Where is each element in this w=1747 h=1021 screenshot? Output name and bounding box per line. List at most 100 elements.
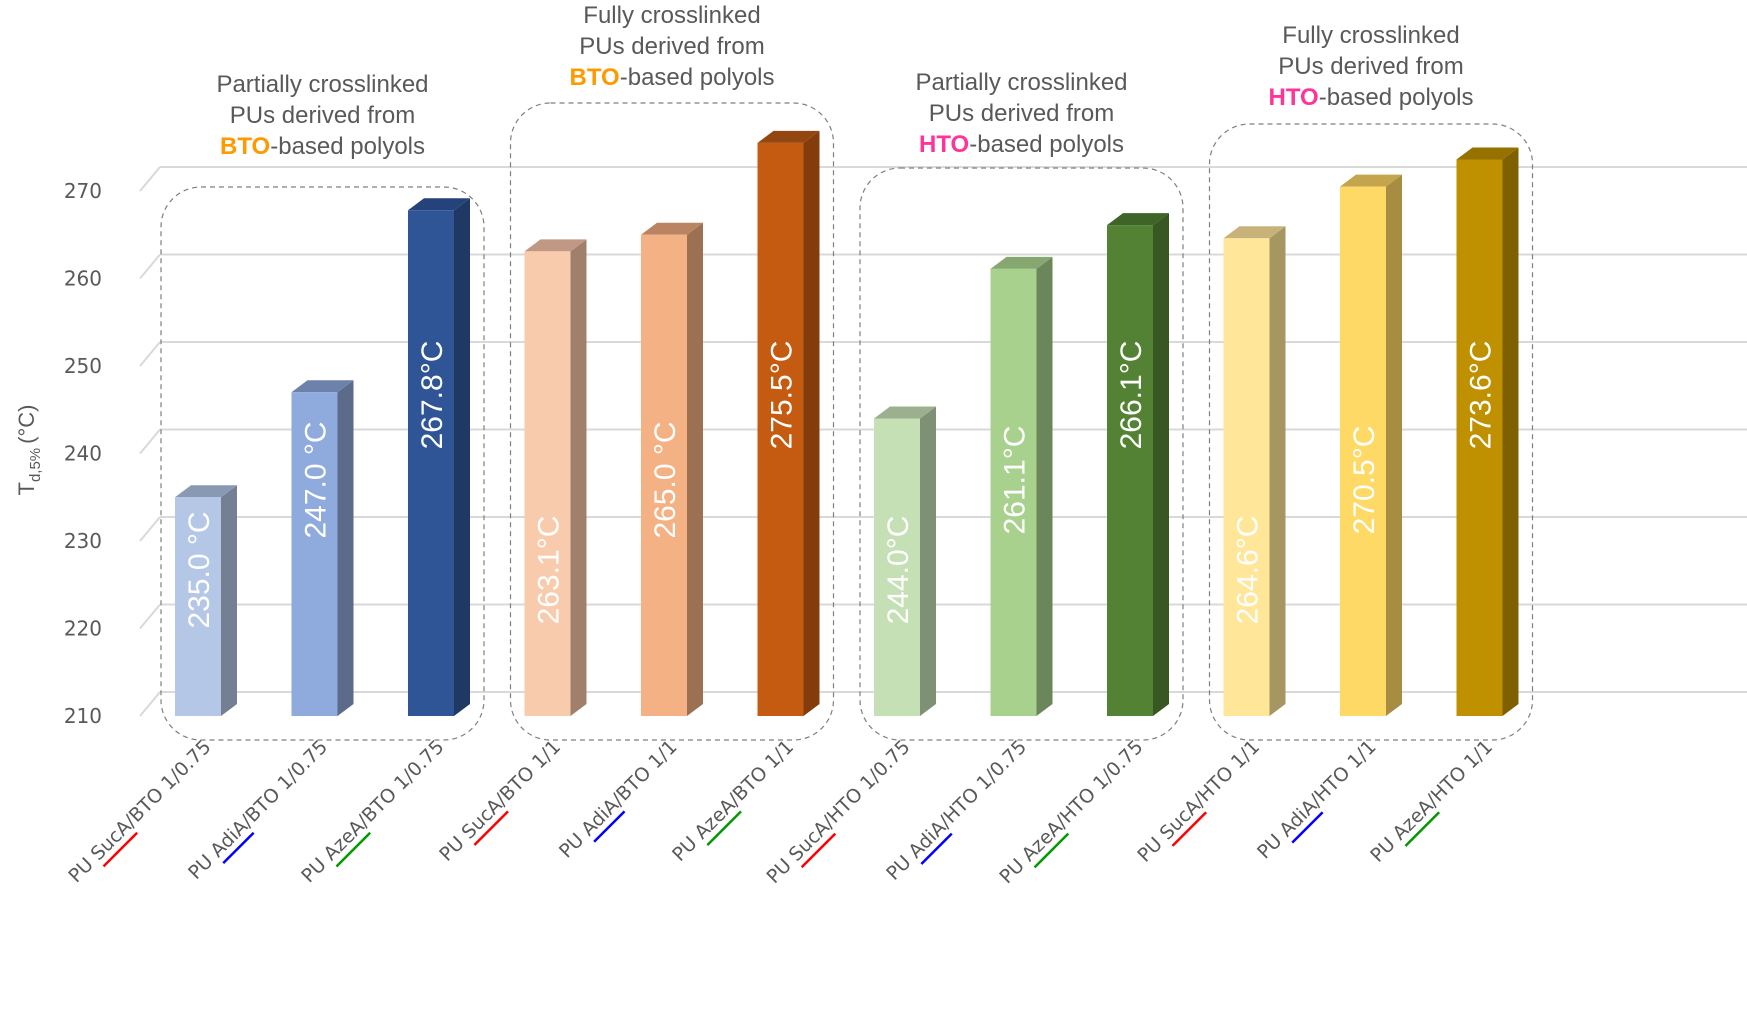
annotation-line: PUs derived from xyxy=(230,102,415,129)
bar-top xyxy=(641,222,703,235)
category-label: PU AdiA/HTO 1/1 xyxy=(1253,736,1380,863)
data-label: 270.5°C xyxy=(1348,426,1381,535)
annotation-rest: -based polyols xyxy=(270,133,425,160)
gridline-diagonal-210 xyxy=(139,691,161,717)
annotation-highlight: BTO xyxy=(220,133,270,160)
category-label: PU SucA/BTO 1/1 xyxy=(435,736,565,866)
y-axis-label-unit: (°C) xyxy=(14,405,39,444)
category-label: PU AzeA/HTO 1/1 xyxy=(1366,736,1497,867)
bar-top xyxy=(757,130,820,143)
data-label: 264.6°C xyxy=(1232,516,1265,625)
bar-side xyxy=(920,406,936,716)
gridline-diagonal-240 xyxy=(139,428,161,455)
bar-top xyxy=(408,198,470,211)
y-axis-ticks: 210 220 230 240 250 260 270 xyxy=(64,179,102,728)
y-tick-label: 260 xyxy=(64,267,102,291)
category-label-text: PU SucA/HTO 1/1 xyxy=(1133,736,1264,867)
bar-front xyxy=(1456,159,1503,716)
data-label: 247.0 °C xyxy=(300,421,333,538)
bar-side xyxy=(1036,256,1053,716)
data-label: 267.8°C xyxy=(416,341,449,450)
category-label-text: PU AzeA/BTO 1/1 xyxy=(668,736,798,866)
data-label: 273.6°C xyxy=(1465,341,1498,450)
y-axis-label-symbol: T xyxy=(14,482,39,495)
bar-top xyxy=(1223,226,1286,239)
data-label: 275.5°C xyxy=(766,341,799,450)
annotation-line: BTO-based polyols xyxy=(570,64,775,91)
bar-side xyxy=(1269,226,1286,716)
bar xyxy=(291,380,354,716)
category-underline xyxy=(1291,811,1324,844)
category-suffix: /BTO 1/0.75 xyxy=(237,736,332,831)
bar-top xyxy=(1456,147,1519,160)
category-underline xyxy=(102,831,139,868)
bar xyxy=(990,256,1053,716)
annotation-rest: -based polyols xyxy=(969,131,1124,158)
bar-top xyxy=(1107,213,1169,226)
group-annotation: Fully crosslinked PUs derived from BTO-bas… xyxy=(570,2,775,91)
annotation-rest: -based polyols xyxy=(620,64,775,91)
bars xyxy=(175,130,1519,716)
gridline-diagonal-260 xyxy=(139,253,161,280)
group-frame xyxy=(859,167,1184,741)
y-tick-label: 250 xyxy=(64,354,102,378)
annotation-line: PUs derived from xyxy=(929,100,1114,127)
group-annotation: Partially crosslinked PUs derived from HTO… xyxy=(915,69,1127,158)
group-frame xyxy=(160,186,485,741)
group-annotation: Fully crosslinked PUs derived from HTO-bas… xyxy=(1269,22,1474,111)
bar-front xyxy=(408,210,454,716)
gridline-diagonal-250 xyxy=(139,341,161,367)
annotation-line: Fully crosslinked xyxy=(583,2,760,29)
gridline-diagonal-230 xyxy=(139,516,161,542)
bar xyxy=(757,130,820,716)
bar-side xyxy=(1502,147,1519,716)
bar xyxy=(641,222,703,716)
data-label: 235.0 °C xyxy=(183,511,216,628)
bar-top xyxy=(291,380,354,393)
category-underline xyxy=(1171,811,1208,847)
bar xyxy=(1456,147,1519,716)
y-axis-label: Td,5% (°C) xyxy=(14,405,44,496)
annotation-line: PUs derived from xyxy=(579,33,764,60)
category-suffix: /HTO 1/1 xyxy=(1422,736,1497,811)
group-annotation: Partially crosslinked PUs derived from BTO… xyxy=(216,71,428,160)
bar-front xyxy=(874,418,920,716)
category-underline xyxy=(222,831,255,865)
gridline-diagonal-220 xyxy=(139,603,161,630)
category-underline xyxy=(473,810,509,846)
bar-side xyxy=(1386,174,1402,716)
category-label: PU AzeA/BTO 1/1 xyxy=(668,736,798,866)
category-label-text: PU AdiA/HTO 1/1 xyxy=(1253,736,1380,863)
bar xyxy=(175,485,237,716)
category-underline xyxy=(920,832,953,865)
group-frames xyxy=(160,102,1534,741)
category-underline xyxy=(1033,832,1070,869)
bar-front xyxy=(1340,186,1386,716)
y-tick-label: 270 xyxy=(64,179,102,203)
data-label: 244.0°C xyxy=(882,516,915,625)
category-suffix: /HTO 1/0.75 xyxy=(935,736,1031,832)
bar-front xyxy=(641,234,687,716)
bar-top xyxy=(524,239,587,252)
y-tick-label: 240 xyxy=(64,442,102,466)
annotation-line: Partially crosslinked xyxy=(216,71,428,98)
bar-front xyxy=(524,251,571,716)
y-tick-label: 210 xyxy=(64,704,102,728)
bar-front xyxy=(757,142,804,716)
group-annotations: Partially crosslinked PUs derived from BTO… xyxy=(216,2,1473,160)
annotation-line: HTO-based polyols xyxy=(1269,84,1474,111)
bar-front xyxy=(291,392,338,716)
category-label-text: PU SucA/BTO 1/1 xyxy=(435,736,565,866)
data-label: 263.1°C xyxy=(533,516,566,625)
data-labels: 235.0 °C 247.0 °C 267.8°C 263.1°C 265.0 °C 27… xyxy=(183,341,1498,629)
annotation-highlight: BTO xyxy=(570,64,620,91)
bar-side xyxy=(570,239,587,716)
group-frame xyxy=(1208,123,1534,741)
bar xyxy=(524,239,587,716)
category-suffix: /HTO 1/1 xyxy=(1189,736,1264,811)
gridline-diagonal-270 xyxy=(139,166,161,192)
category-suffix: /BTO 1/0.75 xyxy=(120,736,215,831)
bar-top xyxy=(1340,174,1402,187)
